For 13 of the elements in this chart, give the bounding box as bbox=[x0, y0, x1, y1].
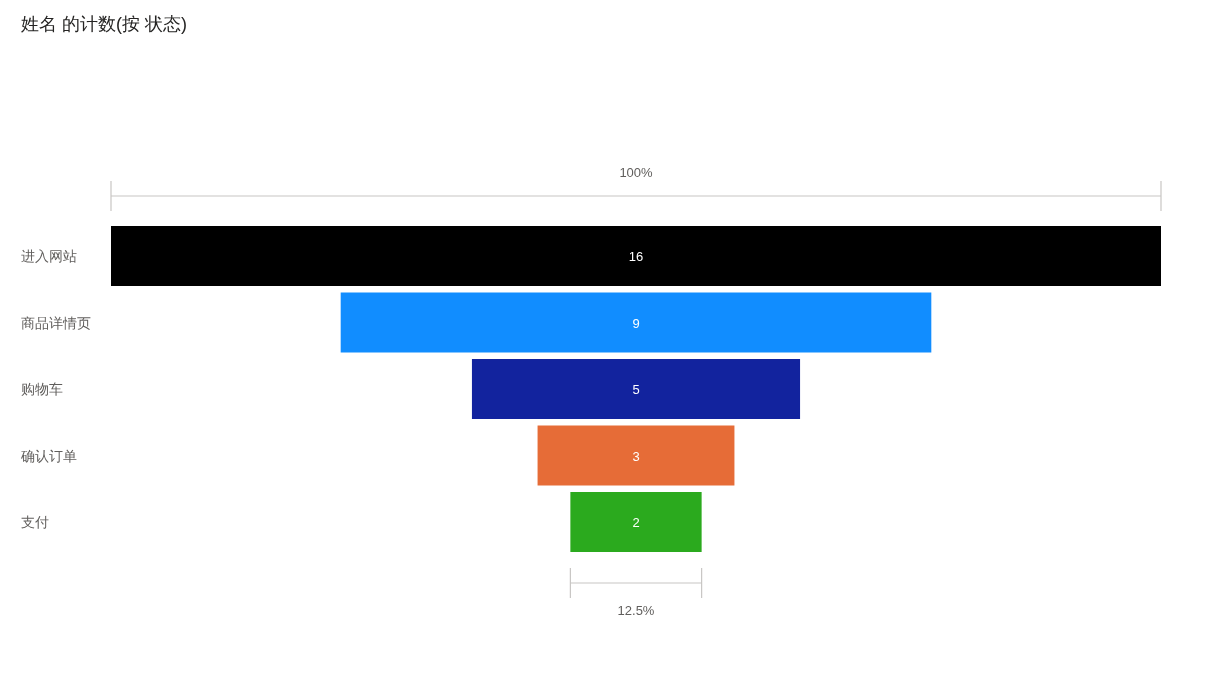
category-label: 支付 bbox=[21, 514, 49, 530]
text: 姓名 的计数(按 状态) bbox=[21, 14, 187, 34]
data-label: 3 bbox=[632, 448, 640, 464]
category-label: 购物车 bbox=[21, 381, 63, 397]
category-label: 进入网站 bbox=[21, 248, 77, 264]
category-label: 商品详情页 bbox=[21, 314, 91, 331]
data-label: 5 bbox=[632, 382, 640, 397]
text: 12.5% bbox=[617, 603, 655, 618]
data-label: 2 bbox=[632, 515, 640, 530]
category-label: 确认订单 bbox=[20, 447, 77, 464]
text: 100% bbox=[619, 165, 654, 180]
data-label: 16 bbox=[628, 249, 644, 264]
data-label: 9 bbox=[632, 315, 640, 331]
